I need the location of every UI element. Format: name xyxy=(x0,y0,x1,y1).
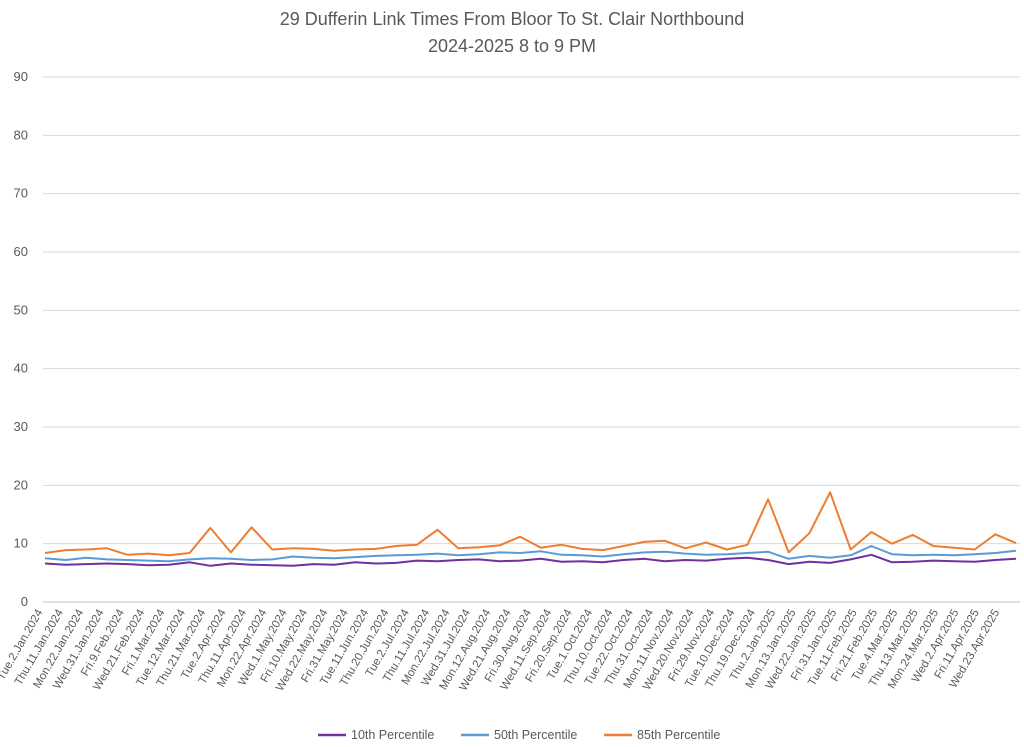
legend-item-p10: 10th Percentile xyxy=(318,728,434,742)
y-tick-label: 60 xyxy=(14,244,28,259)
x-axis-ticks: Tue.2.Jan.2024Thu.11.Jan.2024Mon.22.Jan.… xyxy=(0,607,1002,693)
series-line-p85 xyxy=(44,491,1017,557)
y-tick-label: 30 xyxy=(14,419,28,434)
y-tick-label: 70 xyxy=(14,186,28,201)
y-tick-label: 50 xyxy=(14,302,28,317)
y-tick-label: 20 xyxy=(14,477,28,492)
y-tick-label: 80 xyxy=(14,127,28,142)
series-line-p50 xyxy=(44,545,1017,563)
grid-lines xyxy=(43,76,1020,603)
y-tick-label: 40 xyxy=(14,361,28,376)
y-tick-label: 0 xyxy=(21,594,28,609)
legend: 10th Percentile 50th Percentile 85th Per… xyxy=(318,728,720,742)
legend-label-p10: 10th Percentile xyxy=(351,728,434,742)
series-line-p10 xyxy=(44,553,1017,567)
y-tick-label: 90 xyxy=(14,69,28,84)
legend-label-p50: 50th Percentile xyxy=(494,728,577,742)
legend-item-p85: 85th Percentile xyxy=(604,728,720,742)
y-tick-label: 10 xyxy=(14,536,28,551)
y-axis-ticks: 0 10 20 30 40 50 60 70 80 90 xyxy=(14,69,28,609)
legend-item-p50: 50th Percentile xyxy=(461,728,577,742)
legend-label-p85: 85th Percentile xyxy=(637,728,720,742)
series-lines xyxy=(44,491,1017,567)
chart-title: 29 Dufferin Link Times From Bloor To St.… xyxy=(280,9,745,29)
chart-subtitle: 2024-2025 8 to 9 PM xyxy=(428,36,596,56)
